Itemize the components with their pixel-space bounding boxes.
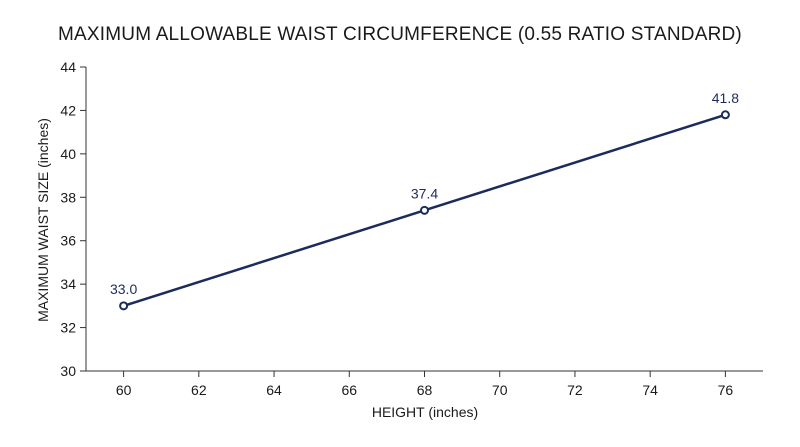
x-axis-label: HEIGHT (inches) xyxy=(372,404,478,420)
y-tick-label: 30 xyxy=(60,363,76,379)
x-tick-label: 68 xyxy=(417,382,433,398)
data-label: 41.8 xyxy=(712,90,739,106)
x-tick-label: 72 xyxy=(567,382,583,398)
axes: 30 32 34 36 38 40 42 44 60 62 64 66 68 70 72 74 76 xyxy=(60,59,763,398)
plot-area: 33.0 37.4 41.8 xyxy=(110,90,739,311)
x-tick-label: 60 xyxy=(116,382,132,398)
data-point xyxy=(420,205,429,215)
y-tick-label: 36 xyxy=(60,233,76,249)
data-point xyxy=(720,110,730,120)
data-point xyxy=(119,301,129,311)
data-label: 33.0 xyxy=(110,281,137,297)
y-tick-label: 34 xyxy=(60,276,76,292)
chart-title: MAXIMUM ALLOWABLE WAIST CIRCUMFERENCE (0… xyxy=(58,24,742,45)
y-axis-label: MAXIMUM WAIST SIZE (inches) xyxy=(35,118,51,322)
y-tick-label: 44 xyxy=(60,59,76,75)
y-tick-label: 42 xyxy=(60,102,76,118)
x-tick-label: 76 xyxy=(718,382,734,398)
y-tick-label: 38 xyxy=(60,189,76,205)
x-tick-label: 64 xyxy=(266,382,282,398)
y-tick-label: 40 xyxy=(60,146,76,162)
x-tick-label: 74 xyxy=(642,382,658,398)
x-tick-label: 66 xyxy=(341,382,357,398)
y-tick-label: 32 xyxy=(60,320,76,336)
x-tick-label: 70 xyxy=(492,382,508,398)
x-tick-label: 62 xyxy=(191,382,207,398)
data-label: 37.4 xyxy=(411,185,438,201)
